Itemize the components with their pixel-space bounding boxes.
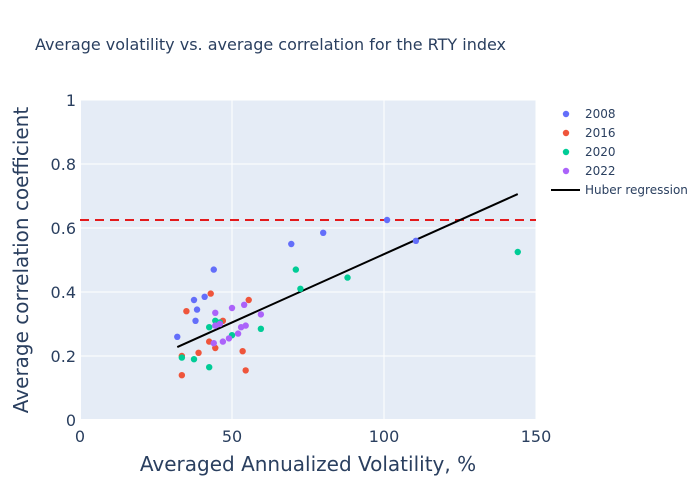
point-2022[interactable]: [242, 322, 249, 329]
point-2016[interactable]: [242, 367, 249, 374]
point-2016[interactable]: [239, 348, 246, 355]
point-2008[interactable]: [193, 306, 201, 313]
x-tick-label: 0: [75, 427, 85, 446]
legend-label-2008: 2008: [585, 107, 616, 121]
point-2022[interactable]: [210, 340, 217, 347]
y-axis-title: Average correlation coefficient: [9, 107, 33, 414]
grid-lines: [79, 99, 537, 421]
point-2016[interactable]: [245, 296, 252, 304]
legend-marker-2016: [562, 129, 570, 137]
point-2008[interactable]: [210, 266, 217, 273]
point-2008[interactable]: [174, 333, 181, 340]
point-2022[interactable]: [234, 330, 242, 337]
chart-title: Average volatility vs. average correlati…: [35, 35, 506, 54]
point-2016[interactable]: [178, 372, 186, 379]
x-tick-label: 50: [222, 427, 242, 446]
point-2020[interactable]: [344, 274, 351, 281]
point-2016[interactable]: [207, 290, 214, 297]
point-2008[interactable]: [383, 216, 391, 224]
point-2022[interactable]: [212, 309, 219, 316]
legend[interactable]: 2008 2016 2020 2022 Huber regression: [551, 107, 688, 197]
legend-item-2016[interactable]: 2016: [562, 126, 616, 140]
point-2022[interactable]: [225, 335, 233, 342]
legend-marker-2020: [562, 148, 570, 156]
x-tick-label: 100: [369, 427, 400, 446]
point-2008[interactable]: [192, 317, 199, 324]
legend-marker-2022: [562, 167, 570, 175]
data-points: [174, 216, 521, 379]
point-2020[interactable]: [206, 324, 213, 331]
point-2020[interactable]: [190, 356, 198, 363]
point-2022[interactable]: [216, 320, 224, 328]
x-tick-label: 150: [521, 427, 552, 446]
point-2020[interactable]: [206, 364, 213, 371]
point-2008[interactable]: [201, 293, 208, 300]
regression-line-group: [176, 193, 519, 348]
point-2020[interactable]: [257, 325, 265, 332]
legend-item-regression[interactable]: Huber regression: [551, 183, 688, 197]
x-tick-labels: 0 50 100 150: [75, 427, 551, 446]
point-2016[interactable]: [183, 308, 190, 315]
legend-item-2022[interactable]: 2022: [562, 164, 616, 178]
point-2008[interactable]: [288, 240, 295, 248]
legend-label-2016: 2016: [585, 126, 616, 140]
regression-line: [176, 193, 519, 348]
point-2020[interactable]: [178, 354, 186, 361]
point-2008[interactable]: [412, 237, 420, 244]
legend-label-regression: Huber regression: [585, 183, 688, 197]
point-2022[interactable]: [219, 338, 227, 345]
plot-background: [80, 100, 536, 420]
legend-marker-2008: [562, 110, 570, 118]
y-tick-label: 0: [66, 411, 76, 430]
point-2022[interactable]: [257, 311, 265, 318]
legend-item-2020[interactable]: 2020: [562, 145, 616, 159]
y-tick-label: 0.8: [51, 155, 76, 174]
point-2022[interactable]: [228, 304, 236, 312]
x-axis-title: Averaged Annualized Volatility, %: [140, 452, 476, 476]
legend-label-2020: 2020: [585, 145, 616, 159]
point-2020[interactable]: [292, 266, 300, 273]
point-2008[interactable]: [190, 296, 198, 304]
legend-label-2022: 2022: [585, 164, 616, 178]
y-tick-label: 0.6: [51, 219, 76, 238]
y-tick-labels: 0 0.2 0.4 0.6 0.8 1: [51, 91, 76, 430]
y-tick-label: 0.2: [51, 347, 76, 366]
y-tick-label: 1: [66, 91, 76, 110]
point-2022[interactable]: [240, 301, 248, 308]
y-tick-label: 0.4: [51, 283, 76, 302]
point-2020[interactable]: [514, 248, 521, 256]
point-2016[interactable]: [195, 349, 202, 356]
point-2020[interactable]: [297, 285, 304, 292]
point-2016[interactable]: [212, 344, 219, 352]
point-2008[interactable]: [320, 229, 327, 236]
legend-item-2008[interactable]: 2008: [562, 107, 616, 121]
